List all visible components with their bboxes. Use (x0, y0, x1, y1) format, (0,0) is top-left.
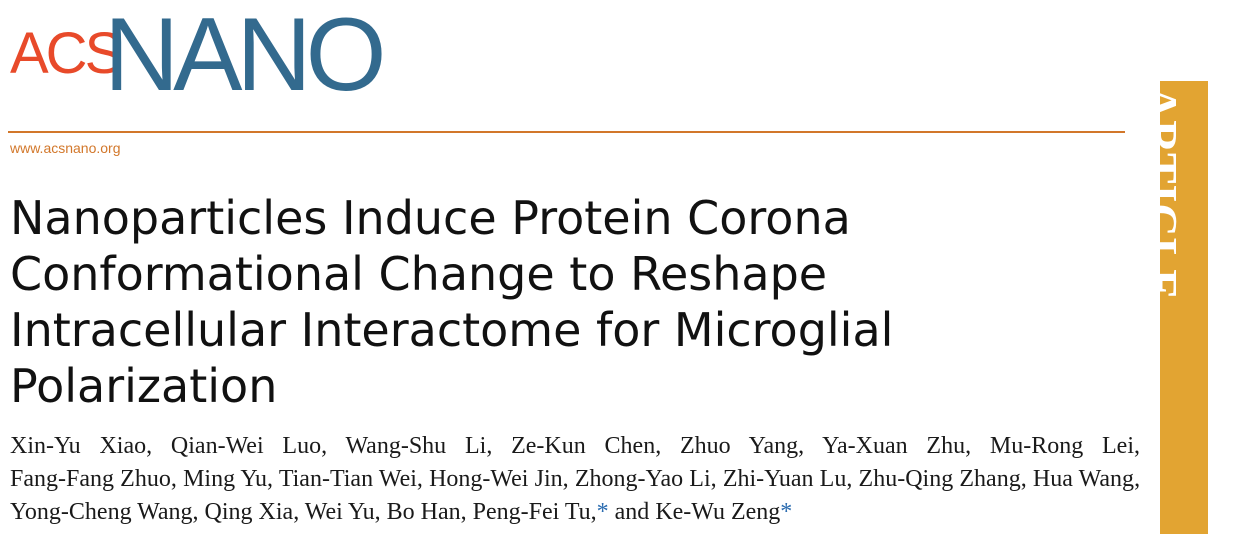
section-tab (1160, 81, 1208, 534)
author-name[interactable]: Xin-Yu Xiao (10, 433, 147, 459)
author-name[interactable]: Hua Wang (1032, 466, 1135, 492)
title-line: Intracellular Interactome for Microglial (10, 303, 894, 357)
logo-nano-text: NANO (104, 0, 386, 113)
author-conjunction: and (614, 499, 650, 525)
title-line: Conformational Change to Reshape (10, 247, 828, 301)
author-name[interactable]: Mu-Rong Lei (989, 433, 1134, 459)
corresponding-author-mark[interactable]: * (596, 499, 609, 525)
author-name[interactable]: Qian-Wei Luo (170, 433, 322, 459)
author-name[interactable]: Ya-Xuan Zhu (822, 433, 966, 459)
title-line: Nanoparticles Induce Protein Corona (10, 191, 851, 245)
author-name[interactable]: Ke-Wu Zeng (655, 499, 781, 525)
author-name[interactable]: Zhong-Yao Li (574, 466, 711, 492)
author-name[interactable]: Peng-Fei Tu (472, 499, 591, 525)
author-name[interactable]: Ze-Kun Chen (511, 433, 656, 459)
logo-acs-text: ACS (10, 21, 123, 86)
author-list: Xin-Yu Xiao, Qian-Wei Luo, Wang-Shu Li, … (10, 433, 1141, 525)
corresponding-author-mark[interactable]: * (780, 499, 793, 525)
author-name[interactable]: Yong-Cheng Wang (10, 499, 193, 525)
author-name[interactable]: Zhi-Yuan Lu (722, 466, 847, 492)
author-name[interactable]: Fang-Fang Zhuo (10, 466, 171, 492)
author-name[interactable]: Zhuo Yang (680, 433, 799, 459)
author-name[interactable]: Hong-Wei Jin (429, 466, 563, 492)
section-tab-label: ARTICLE (1136, 86, 1187, 301)
article-title: Nanoparticles Induce Protein Corona Conf… (10, 190, 1130, 414)
author-name[interactable]: Wang-Shu Li (345, 433, 487, 459)
author-name[interactable]: Zhu-Qing Zhang (858, 466, 1021, 492)
author-name[interactable]: Tian-Tian Wei (278, 466, 417, 492)
title-line: Polarization (10, 359, 278, 413)
author-name[interactable]: Bo Han (386, 499, 461, 525)
header-rule (8, 131, 1125, 133)
author-name[interactable]: Ming Yu (183, 466, 268, 492)
author-name[interactable]: Wei Yu (304, 499, 375, 525)
journal-url-link[interactable]: www.acsnano.org (10, 140, 121, 156)
author-name[interactable]: Qing Xia (204, 499, 294, 525)
